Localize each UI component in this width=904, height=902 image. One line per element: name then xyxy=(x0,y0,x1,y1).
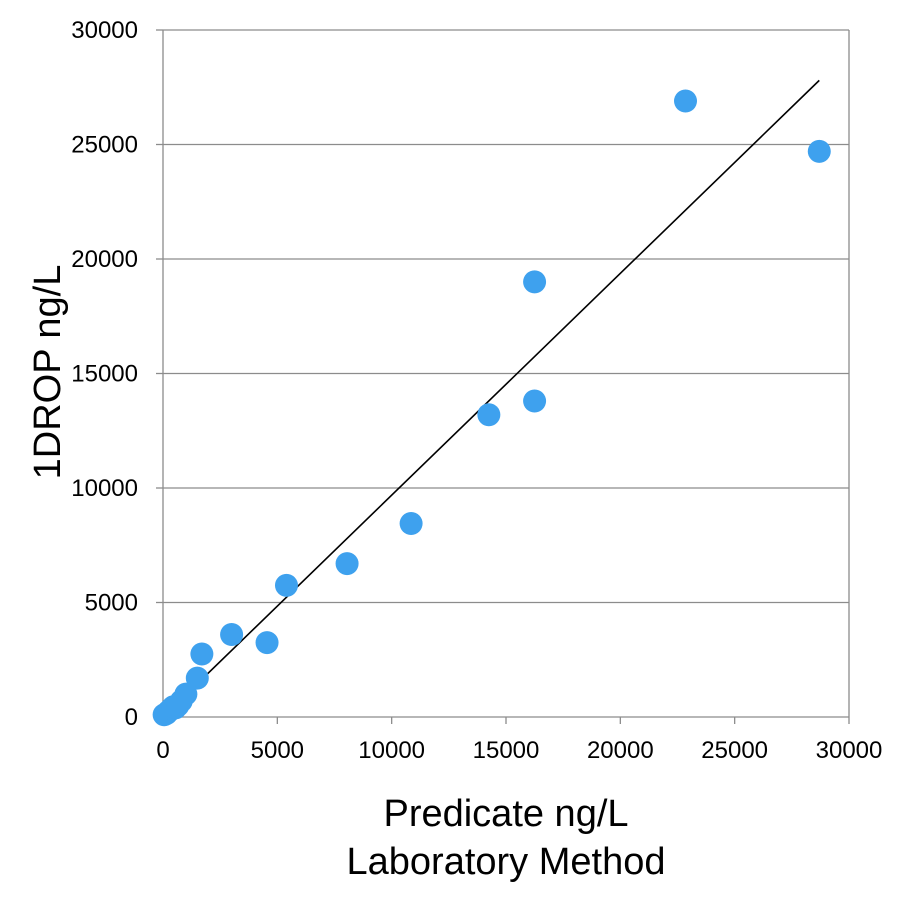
y-tick-label: 30000 xyxy=(71,17,138,44)
data-point xyxy=(399,511,423,535)
x-tick-label: 10000 xyxy=(358,737,425,764)
data-point xyxy=(274,573,298,597)
y-tick-label: 20000 xyxy=(71,246,138,273)
y-tick-label: 5000 xyxy=(85,590,138,617)
data-point xyxy=(477,403,501,427)
data-point xyxy=(174,682,198,706)
x-tick-label: 5000 xyxy=(251,737,304,764)
data-point xyxy=(523,389,547,413)
gridlines xyxy=(163,29,849,604)
data-point xyxy=(335,552,359,576)
x-tick-label: 25000 xyxy=(701,737,768,764)
data-point xyxy=(255,631,279,655)
y-tick-label: 10000 xyxy=(71,475,138,502)
x-tick-labels: 0 5000 10000 15000 20000 25000 30000 xyxy=(156,737,882,764)
data-point xyxy=(220,623,244,647)
data-points xyxy=(152,89,831,727)
data-point xyxy=(185,666,209,690)
y-axis-label: 1DROP ng/L xyxy=(27,265,69,480)
x-tick-label: 30000 xyxy=(816,737,883,764)
data-point xyxy=(674,89,698,113)
trendline xyxy=(162,79,820,718)
x-tick-label: 15000 xyxy=(473,737,540,764)
y-tick-label: 0 xyxy=(125,704,138,731)
x-tick-label: 20000 xyxy=(587,737,654,764)
axes xyxy=(156,29,850,724)
data-point xyxy=(807,139,831,163)
y-tick-labels: 0 5000 10000 15000 20000 25000 30000 xyxy=(71,17,138,731)
data-point xyxy=(523,270,547,294)
data-point xyxy=(190,642,214,666)
trendline-group xyxy=(162,79,820,718)
x-axis-label-line1: Predicate ng/L xyxy=(383,793,628,835)
x-axis-label-line2: Laboratory Method xyxy=(347,841,666,883)
y-tick-label: 15000 xyxy=(71,361,138,388)
y-tick-label: 25000 xyxy=(71,132,138,159)
x-tick-label: 0 xyxy=(156,737,169,764)
